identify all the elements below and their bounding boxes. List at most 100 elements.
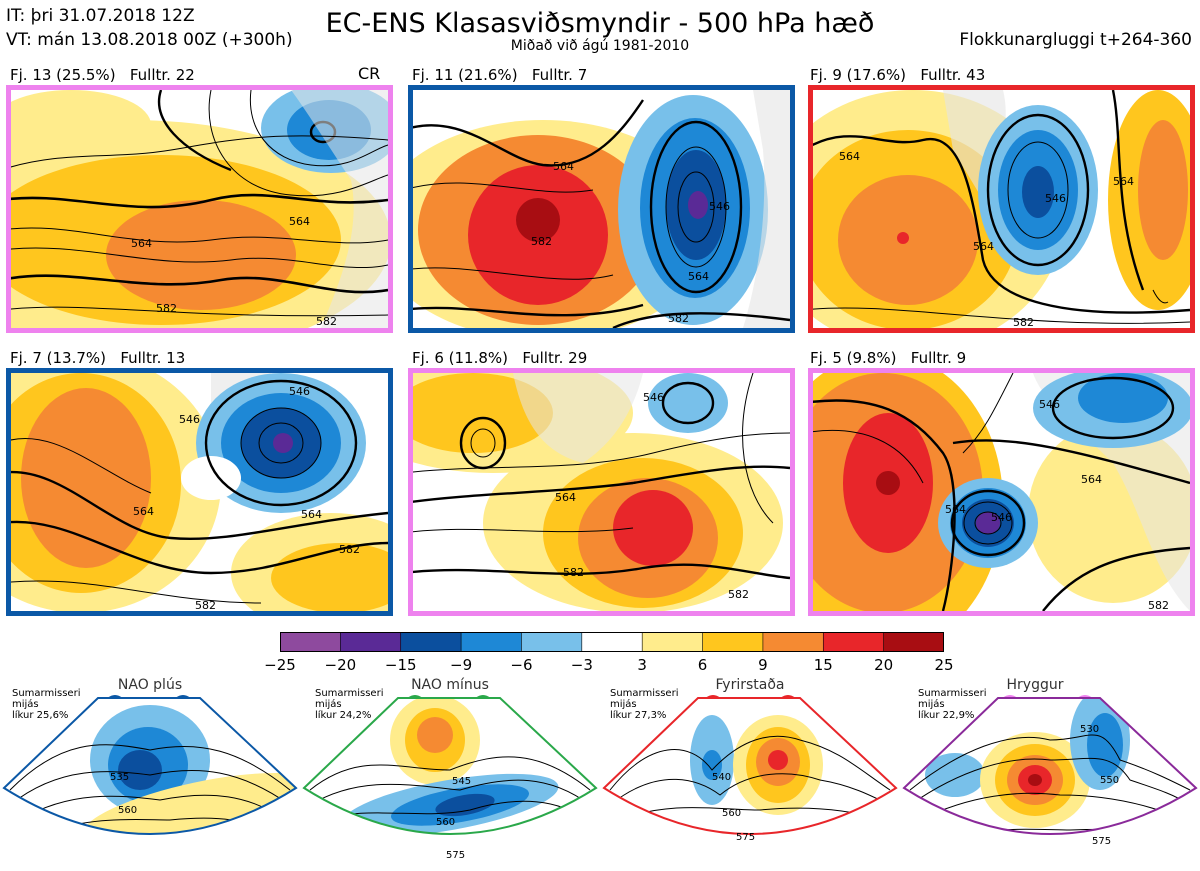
colorbar-tick-label: 25 (934, 656, 954, 674)
colorbar-cell (702, 632, 764, 652)
contour-label: 546 (1039, 398, 1060, 411)
colorbar-tick-label: 20 (874, 656, 894, 674)
contour-label: 546 (289, 385, 310, 398)
regime-ridge: Hryggur Sumarmisseri mijás líkur 22,9% 530… (900, 677, 1200, 870)
cluster-map-13: 564 582 564 582 (6, 85, 393, 333)
contour-label: 564 (839, 150, 860, 163)
contour-label: 582 (668, 312, 689, 325)
contour-label: 564 (553, 160, 574, 173)
valid-time: VT: mán 13.08.2018 00Z (+300h) (6, 30, 293, 50)
colorbar-tick-label: −20 (324, 656, 357, 674)
contour-label: 564 (555, 491, 576, 504)
contour-label: 582 (563, 566, 584, 579)
map-canvas: 564 582 546 564 582 (413, 90, 790, 328)
contour-label: 582 (728, 588, 749, 601)
contour-label: 560 (436, 817, 455, 828)
contour-label: 560 (722, 808, 741, 819)
contour-label: 546 (1045, 192, 1066, 205)
panel-6-label: Fj. 5 (9.8%) Fulltr. 9 (810, 349, 967, 367)
colorbar-cell (400, 632, 462, 652)
contour-label: 540 (712, 772, 731, 783)
colorbar-cell (340, 632, 402, 652)
colorbar-tick-label: −9 (450, 656, 473, 674)
contour-label: 582 (339, 543, 360, 556)
contour-label: 546 (709, 200, 730, 213)
contour-label: 546 (643, 391, 664, 404)
contour-label: 564 (945, 503, 966, 516)
init-time: IT: þri 31.07.2018 12Z (6, 6, 195, 26)
classification-window: Flokkunargluggi t+264-360 (959, 30, 1192, 50)
regime-nao-plus: NAO plús Sumarmisseri mijás líkur 25,6% 53… (0, 677, 300, 870)
map-canvas: 564 582 564 582 (11, 90, 388, 328)
contour-label: 582 (195, 599, 216, 611)
regime-map: 535 560 (2, 697, 298, 835)
colorbar-tick-label: 3 (637, 656, 647, 674)
regime-note: Sumarmisseri mijás líkur 22,9% (918, 688, 987, 721)
colorbar-cell (581, 632, 643, 652)
colorbar (280, 632, 944, 652)
regime-note: Sumarmisseri mijás líkur 24,2% (315, 688, 384, 721)
regime-map: 530 550 575 (902, 697, 1198, 847)
colorbar-tick-label: −3 (570, 656, 593, 674)
contour-label: 564 (1113, 175, 1134, 188)
colorbar-tick-label: 15 (813, 656, 833, 674)
contour-label: 564 (688, 270, 709, 283)
contour-label: 582 (316, 315, 337, 328)
page-title: EC-ENS Klasasviðsmyndir - 500 hPa hæð (325, 8, 875, 39)
colorbar-tick-label: −15 (384, 656, 417, 674)
cluster-map-7: 546 546 564 564 582 582 (6, 368, 393, 616)
colorbar-tick-label: 6 (697, 656, 708, 674)
contour-label: 582 (1013, 316, 1034, 328)
contour-label: 564 (133, 505, 154, 518)
map-canvas: 546 564 564 546 582 (813, 373, 1190, 611)
colorbar-tick-label: −25 (264, 656, 296, 674)
colorbar-cell (641, 632, 704, 652)
panel-4-label: Fj. 7 (13.7%) Fulltr. 13 (10, 349, 186, 367)
regime-note: Sumarmisseri mijás líkur 25,6% (12, 688, 81, 721)
colorbar-cell (460, 632, 523, 652)
regime-title: NAO plús (117, 677, 183, 693)
cr-label: CR (358, 64, 381, 83)
panel-5-label: Fj. 6 (11.8%) Fulltr. 29 (412, 349, 588, 367)
cluster-map-6: 546 564 582 582 (408, 368, 795, 616)
panel-1-label: Fj. 13 (25.5%) Fulltr. 22 (10, 66, 195, 84)
regime-title: NAO mínus (411, 677, 489, 693)
colorbar-cell (883, 632, 944, 652)
cluster-map-9: 564 546 564 564 582 (808, 85, 1195, 333)
contour-label: 575 (446, 850, 465, 861)
contour-label: 546 (179, 413, 200, 426)
regime-nao-minus: NAO mínus Sumarmisseri mijás líkur 24,2% 5… (300, 677, 600, 870)
contour-label: 564 (289, 215, 310, 228)
contour-label: 546 (991, 511, 1012, 524)
contour-label: 582 (1148, 599, 1169, 611)
regime-map: 545 560 575 (302, 697, 598, 861)
contour-label: 582 (531, 235, 552, 248)
colorbar-tick-label: −6 (510, 656, 533, 674)
colorbar-tick-label: 9 (758, 656, 768, 674)
cluster-map-5: 546 564 564 546 582 (808, 368, 1195, 616)
colorbar-cell (521, 632, 583, 652)
contour-label: 582 (156, 302, 177, 315)
regime-title: Fyrirstaða (715, 677, 785, 693)
contour-label: 560 (118, 805, 137, 816)
map-canvas: 564 546 564 564 582 (813, 90, 1190, 328)
contour-label: 564 (301, 508, 322, 521)
regime-blocking: Fyrirstaða Sumarmisseri mijás líkur 27,3% … (600, 677, 900, 870)
colorbar-cell (762, 632, 825, 652)
contour-label: 575 (1092, 836, 1111, 847)
regime-map: 540 560 575 (602, 697, 898, 843)
regime-note: Sumarmisseri mijás líkur 27,3% (610, 688, 679, 721)
contour-label: 535 (110, 772, 129, 783)
contour-label: 545 (452, 776, 471, 787)
contour-label: 530 (1080, 724, 1099, 735)
contour-label: 564 (973, 240, 994, 253)
contour-label: 564 (131, 237, 152, 250)
contour-label: 550 (1100, 775, 1119, 786)
page-subtitle: Miðað við ágú 1981-2010 (510, 38, 690, 54)
contour-label: 575 (736, 832, 755, 843)
colorbar-cell (822, 632, 885, 652)
regime-title: Hryggur (1006, 677, 1064, 693)
contour-label: 564 (1081, 473, 1102, 486)
map-canvas: 546 564 582 582 (413, 373, 790, 611)
panel-2-label: Fj. 11 (21.6%) Fulltr. 7 (412, 66, 588, 84)
